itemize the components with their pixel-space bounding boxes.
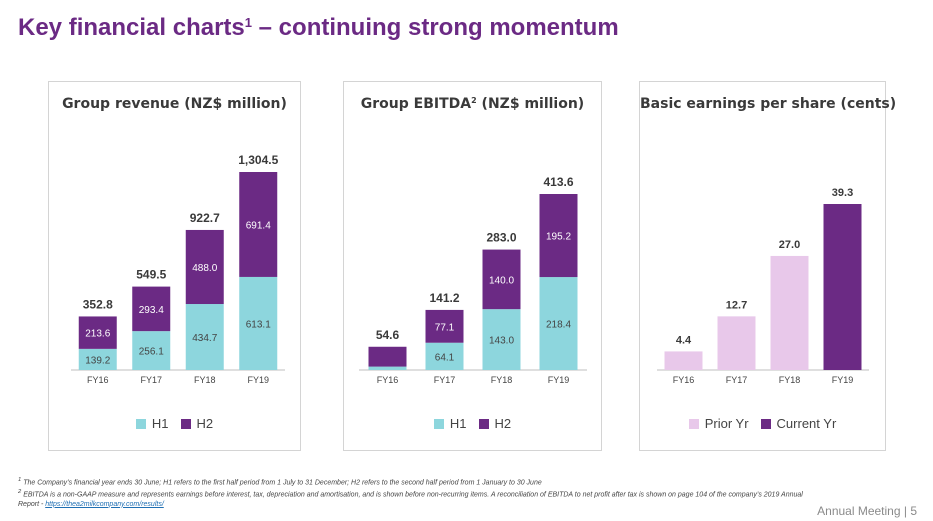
segment-label: 64.1 xyxy=(435,352,455,363)
eps-chart-panel: Basic earnings per share (cents) FY16 4.4… xyxy=(639,81,897,451)
bar-segment-h1 xyxy=(482,309,521,370)
x-tick-label: FY19 xyxy=(832,375,854,385)
x-tick-label: FY19 xyxy=(548,375,570,385)
bar-segment-h2 xyxy=(539,194,578,278)
segment-label: 195.2 xyxy=(546,232,571,243)
legend-item-h2: H2 xyxy=(478,416,511,431)
bar-prior-yr xyxy=(664,351,703,370)
bar-segment-h1 xyxy=(368,366,407,370)
legend-item-h1: H1 xyxy=(135,416,169,431)
x-tick-label: FY16 xyxy=(377,375,399,385)
total-label: 141.2 xyxy=(429,291,459,305)
bar-segment-h1 xyxy=(539,277,578,370)
footnotes: 1 The Company’s financial year ends 30 J… xyxy=(18,476,808,509)
segment-label: 140.0 xyxy=(489,275,514,286)
segment-label: 139.2 xyxy=(85,355,110,366)
x-tick-label: FY18 xyxy=(779,375,801,385)
total-label: 54.6 xyxy=(376,328,400,342)
value-label: 12.7 xyxy=(726,299,747,311)
value-label: 27.0 xyxy=(779,239,800,251)
bar-segment-h2 xyxy=(185,229,224,305)
h2-swatch xyxy=(180,418,191,429)
page-title: Key financial charts1 – continuing stron… xyxy=(18,14,619,41)
current-yr-swatch xyxy=(760,418,771,429)
bar-segment-h1 xyxy=(78,348,117,370)
segment-label: 691.4 xyxy=(246,220,271,231)
footnote-2: 2 EBITDA is a non-GAAP measure and repre… xyxy=(18,488,803,508)
h1-swatch xyxy=(433,418,444,429)
segment-label: 77.1 xyxy=(435,322,455,333)
bar-segment-h1 xyxy=(185,304,224,370)
segment-label: 218.4 xyxy=(546,320,571,331)
revenue-chart: FY16 139.2 213.6 352.8 FY17 256.1 293.4 549.5 FY… xyxy=(71,153,285,385)
total-label: 549.5 xyxy=(136,268,166,282)
ebitda-legend: H1 H2 xyxy=(344,416,601,431)
footer-label: Annual Meeting | 5 xyxy=(817,504,917,518)
bar-segment-h2 xyxy=(482,249,521,310)
x-tick-label: FY16 xyxy=(87,375,109,385)
segment-label: 213.6 xyxy=(85,329,110,340)
h1-swatch xyxy=(135,418,146,429)
x-tick-label: FY19 xyxy=(247,375,269,385)
segment-label: 293.4 xyxy=(139,305,164,316)
results-link[interactable]: https://thea2milkcompany.com/results/ xyxy=(45,500,164,508)
bar-prior-yr xyxy=(770,255,809,370)
segment-label: 488.0 xyxy=(192,263,217,274)
ebitda-chart: FY16 54.6 FY17 64.1 77.1 141.2 FY18 143.0 140.0 2… xyxy=(359,175,587,385)
prior-yr-swatch xyxy=(688,418,699,429)
legend-item-h2: H2 xyxy=(180,416,213,431)
eps-legend: Prior Yr Current Yr xyxy=(640,416,885,431)
bar-segment-h2 xyxy=(239,172,278,277)
segment-label: 434.7 xyxy=(192,333,217,344)
x-tick-label: FY17 xyxy=(726,375,748,385)
total-label: 283.0 xyxy=(486,231,516,245)
segment-label: 256.1 xyxy=(139,347,164,358)
value-label: 4.4 xyxy=(676,334,692,346)
x-tick-label: FY18 xyxy=(491,375,513,385)
bar-segment-h2 xyxy=(132,286,171,332)
x-tick-label: FY17 xyxy=(140,375,162,385)
bar-segment-h1 xyxy=(239,276,278,370)
bar-segment-h2 xyxy=(368,346,407,367)
x-tick-label: FY17 xyxy=(434,375,456,385)
x-tick-label: FY18 xyxy=(194,375,216,385)
eps-chart-title: Basic earnings per share (cents) xyxy=(640,96,897,112)
bar-segment-h2 xyxy=(78,316,117,349)
segment-label: 143.0 xyxy=(489,336,514,347)
ebitda-chart-title: Group EBITDA2 (NZ$ million) xyxy=(360,96,585,112)
bar-segment-h1 xyxy=(425,342,464,370)
ebitda-chart-panel: Group EBITDA2 (NZ$ million) FY16 54.6 FY17… xyxy=(343,81,602,451)
total-label: 1,304.5 xyxy=(238,153,278,167)
revenue-legend: H1 H2 xyxy=(49,416,300,431)
footnote-1: 1 The Company’s financial year ends 30 J… xyxy=(18,477,542,487)
bar-prior-yr xyxy=(717,316,756,370)
x-tick-label: FY16 xyxy=(673,375,695,385)
bar-current-yr xyxy=(823,204,862,370)
legend-item-h1: H1 xyxy=(433,416,467,431)
total-label: 352.8 xyxy=(83,297,113,311)
legend-item-current-yr: Current Yr xyxy=(760,416,836,431)
legend-item-prior-yr: Prior Yr xyxy=(688,416,749,431)
eps-chart: FY16 4.4 FY17 12.7 FY18 27.0 FY19 39.3 xyxy=(657,187,869,385)
total-label: 413.6 xyxy=(543,175,573,189)
h2-swatch xyxy=(478,418,489,429)
bar-segment-h2 xyxy=(425,309,464,343)
total-label: 922.7 xyxy=(190,211,220,225)
revenue-chart-title: Group revenue (NZ$ million) xyxy=(62,96,287,112)
value-label: 39.3 xyxy=(832,187,853,199)
revenue-chart-panel: Group revenue (NZ$ million) FY16 139.2 213… xyxy=(48,81,301,451)
segment-label: 613.1 xyxy=(246,319,271,330)
bar-segment-h1 xyxy=(132,331,171,370)
